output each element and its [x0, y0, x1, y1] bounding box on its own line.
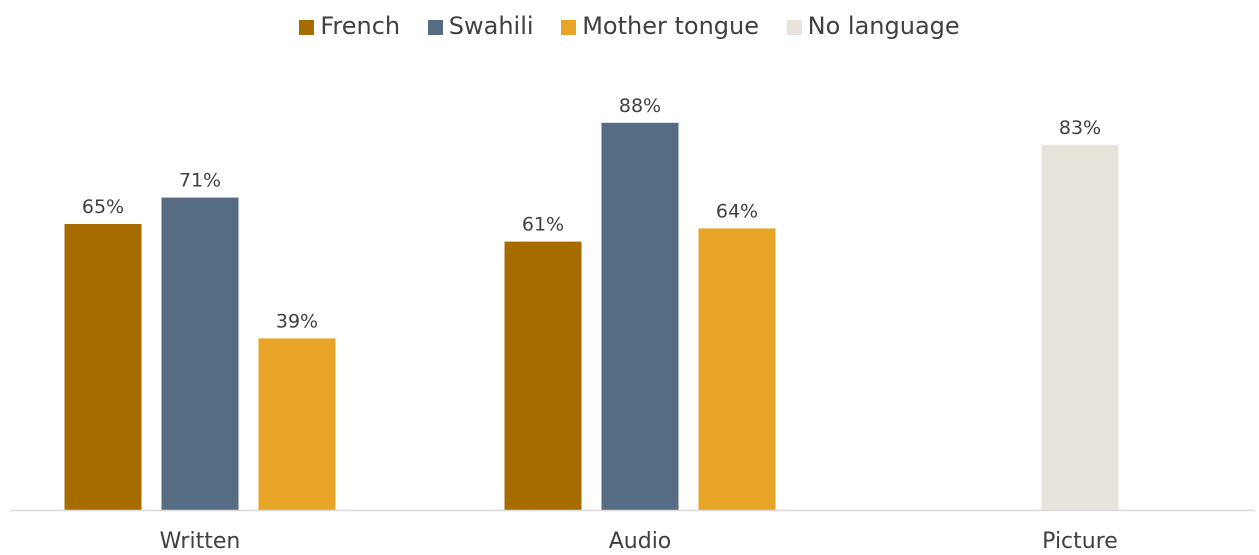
- bar-audio-swahili: [601, 122, 679, 511]
- legend-label-no-language: No language: [807, 12, 960, 40]
- legend-swatch-french: [299, 20, 315, 35]
- legend-swatch-mother-tongue: [561, 20, 577, 35]
- data-label-audio-french: 61%: [522, 214, 564, 236]
- legend-label-mother-tongue: Mother tongue: [582, 12, 759, 40]
- data-label-audio-swahili: 88%: [619, 95, 661, 117]
- legend-label-swahili: Swahili: [448, 12, 534, 40]
- legend: French Swahili Mother tongue No language: [0, 12, 1259, 40]
- legend-item-swahili: Swahili: [427, 12, 534, 40]
- bar-written-french: [64, 224, 142, 510]
- x-tick-label-audio: Audio: [609, 529, 672, 554]
- data-label-audio-mother-tongue: 64%: [716, 200, 758, 222]
- data-label-written-french: 65%: [82, 196, 124, 218]
- bar-written-swahili: [161, 197, 239, 510]
- bar-audio-french: [504, 241, 582, 510]
- x-tick-label-picture: Picture: [1042, 529, 1118, 554]
- legend-swatch-no-language: [786, 20, 802, 35]
- bar-picture-no-language: [1041, 144, 1119, 511]
- legend-item-french: French: [299, 12, 400, 40]
- legend-swatch-swahili: [427, 20, 443, 35]
- legend-label-french: French: [320, 12, 401, 40]
- x-tick-label-written: Written: [160, 529, 241, 554]
- bar-audio-mother-tongue: [698, 228, 776, 510]
- data-label-written-swahili: 71%: [179, 170, 221, 192]
- legend-item-no-language: No language: [786, 12, 960, 40]
- data-label-picture-no-language: 83%: [1059, 117, 1101, 139]
- bar-written-mother-tongue: [258, 338, 336, 510]
- legend-item-mother-tongue: Mother tongue: [561, 12, 759, 40]
- data-label-written-mother-tongue: 39%: [276, 310, 318, 332]
